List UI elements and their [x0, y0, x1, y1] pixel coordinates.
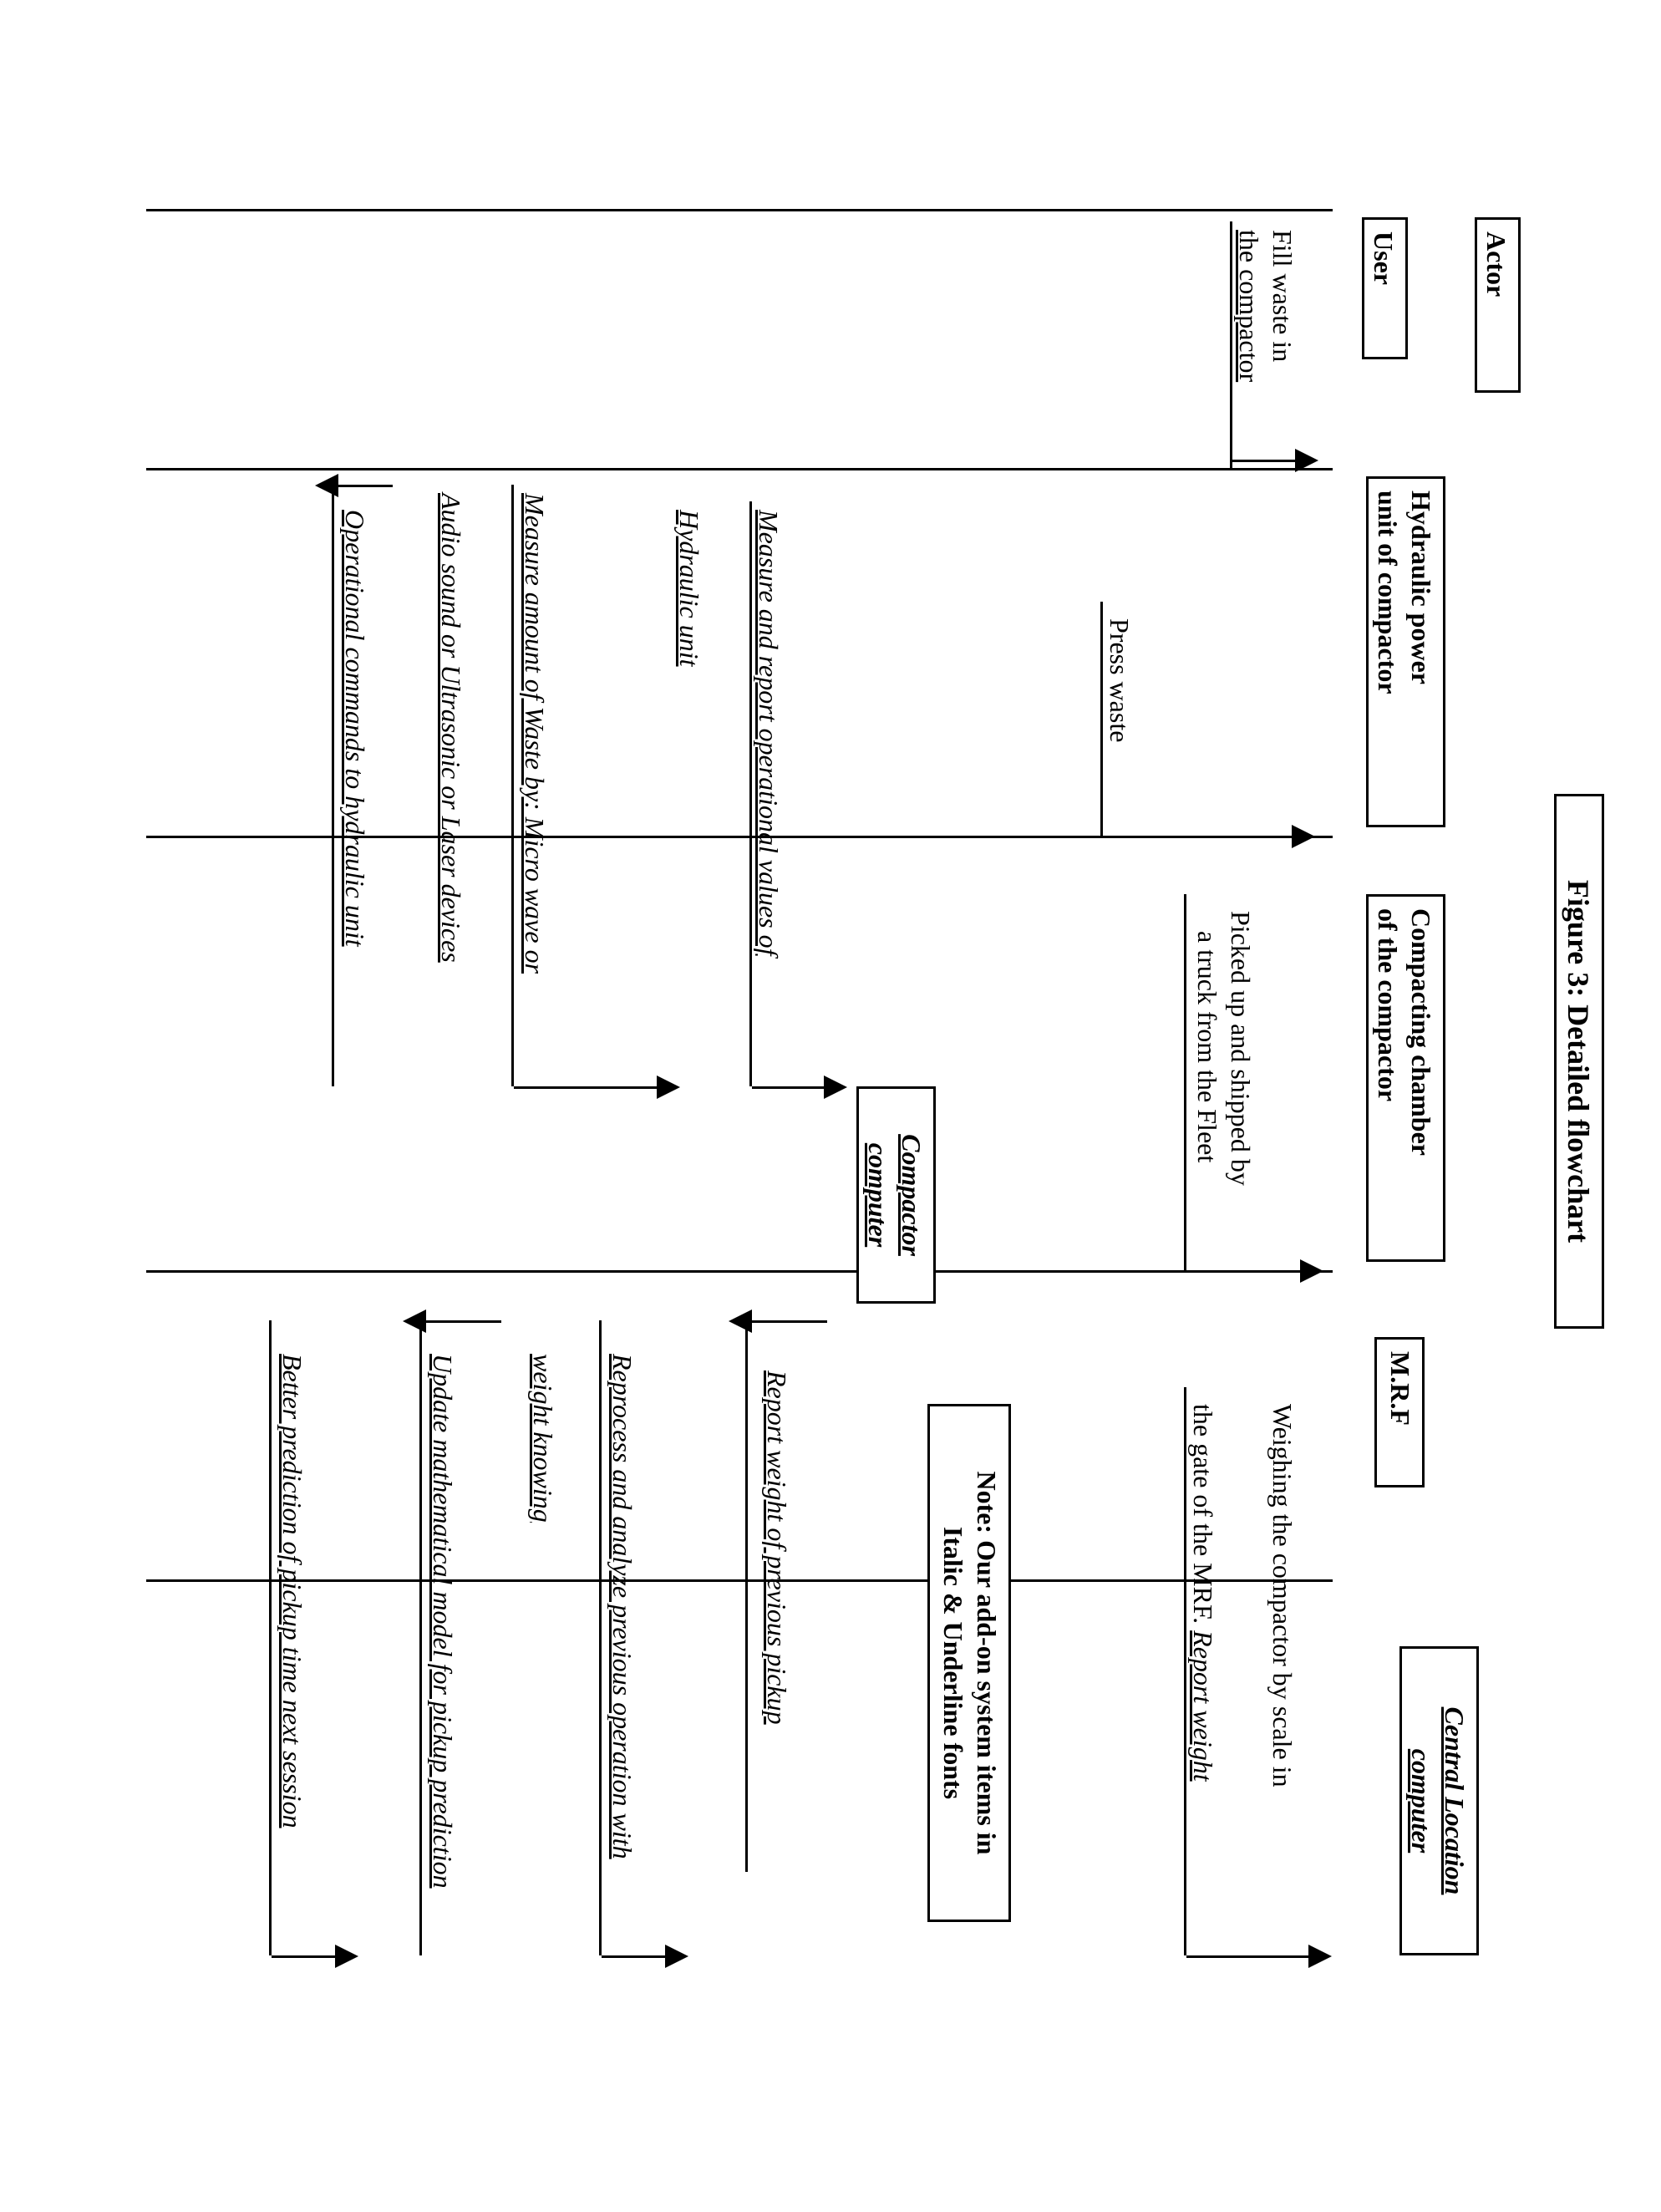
compcpu-box: Compactorcomputer — [856, 1086, 936, 1304]
hydraulic_unit-label: Hydraulic unit — [673, 510, 706, 667]
weigh-label: Weighing the compactor by scale in — [1266, 1404, 1299, 1787]
measure_waste-label: Measure amount of Waste by: Micro wave o… — [518, 493, 551, 974]
hydraulic-box: Hydraulic powerunit of compactor — [1366, 476, 1445, 827]
measure_op-label: Measure and report operational values of — [752, 510, 785, 956]
reproc-label: Reprocess and analyze previous operation… — [606, 1354, 639, 1859]
note-box: Note: Our add-on system items inItalic &… — [927, 1404, 1011, 1922]
better_pred-label: Better prediction of pickup time next se… — [276, 1354, 309, 1828]
actor-box: Actor — [1475, 217, 1521, 393]
op_cmd-label: Operational commands to hydraulic unit — [338, 510, 372, 947]
fill-label: Fill waste inthe compactor — [1232, 230, 1299, 382]
title-box: Figure 3: Detailed flowchart — [1554, 794, 1604, 1329]
mrf-box: M.R.F — [1374, 1337, 1425, 1487]
update_model-label: Update mathematical model for pickup pre… — [426, 1354, 460, 1889]
user-box: User — [1362, 217, 1408, 359]
central-box: Central Locationcomputer — [1399, 1646, 1479, 1955]
chamber-box: Compacting chamberof the compactor — [1366, 894, 1445, 1262]
press-label: Press waste — [1103, 618, 1136, 742]
report_prev-label: Report weight of previous pickup — [760, 1370, 794, 1725]
picked-label: Picked up and shipped by a truck from th… — [1191, 911, 1257, 1186]
weight_know-label: weight knowing — [526, 1354, 560, 1523]
audio-label: Audio sound or Ultrasonic or Laser devic… — [434, 493, 468, 963]
